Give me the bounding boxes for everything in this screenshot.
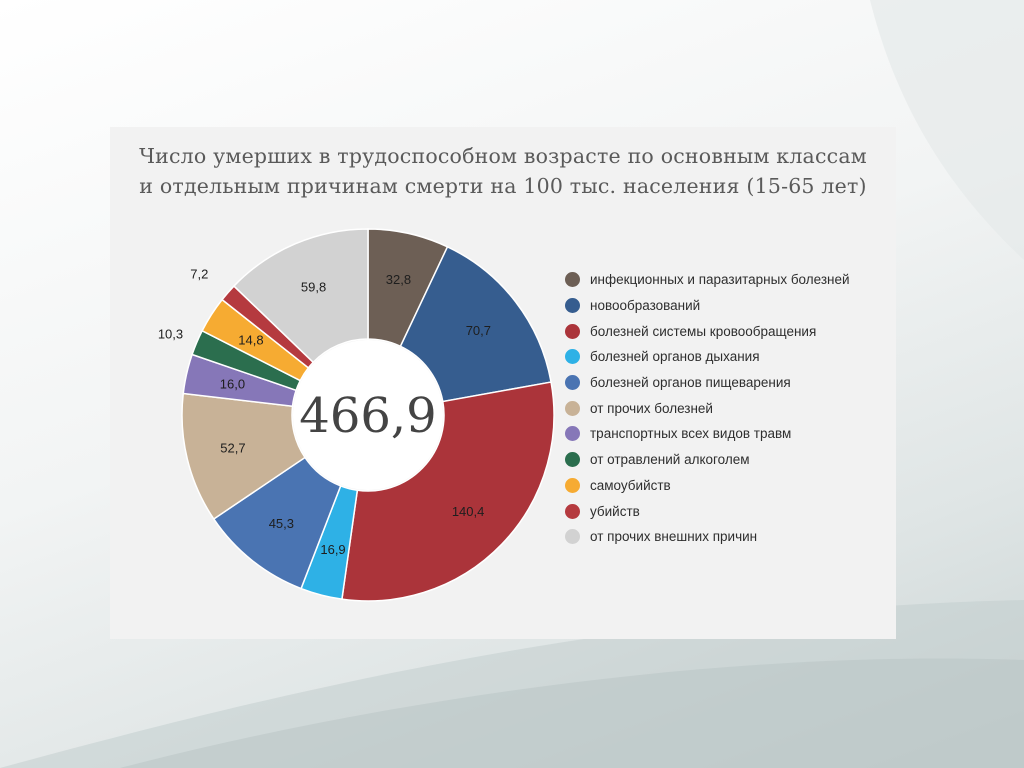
legend-swatch (565, 349, 580, 365)
legend-item: самоубийств (565, 473, 885, 499)
slice-value-label: 16,0 (220, 377, 245, 392)
legend-swatch (565, 477, 580, 493)
legend-item: болезней органов пищеварения (565, 370, 885, 396)
legend-item: инфекционных и паразитарных болезней (565, 267, 885, 293)
slice-value-label: 140,4 (452, 504, 485, 519)
chart-title-line-1: Число умерших в трудоспособном возрасте … (139, 144, 867, 168)
legend-item: от прочих внешних причин (565, 524, 885, 550)
legend-label: болезней органов пищеварения (590, 375, 791, 391)
legend-label: от прочих болезней (590, 400, 713, 416)
legend-swatch (565, 272, 580, 288)
legend-item: транспортных всех видов травм (565, 421, 885, 447)
slice-value-label: 59,8 (301, 280, 326, 295)
legend-swatch (565, 375, 580, 391)
donut-slice (232, 228, 369, 364)
legend-swatch (565, 426, 580, 442)
slice-value-label: 16,9 (320, 542, 345, 557)
legend-label: от отравлений алкоголем (590, 452, 750, 468)
donut-slice (341, 381, 555, 602)
legend-label: болезней органов дыхания (590, 349, 760, 365)
chart-panel: Число умерших в трудоспособном возрасте … (110, 127, 896, 639)
slice-value-label: 14,8 (238, 333, 263, 348)
legend-item: новообразований (565, 293, 885, 319)
donut-slice (399, 245, 552, 403)
legend-item: от отравлений алкоголем (565, 447, 885, 473)
legend-item: убийств (565, 498, 885, 524)
slice-value-label: 32,8 (386, 272, 411, 287)
legend-item: от прочих болезней (565, 395, 885, 421)
slice-value-label: 10,3 (158, 326, 183, 341)
legend-label: от прочих внешних причин (590, 529, 758, 545)
legend-label: инфекционных и паразитарных болезней (590, 272, 850, 288)
donut-hole (293, 340, 443, 490)
donut-chart: 32,8 70,7 140,4 16,9 45,3 52,7 16,0 10,3 14,8 7,2… (158, 228, 555, 602)
chart-legend: инфекционных и паразитарных болезней ново… (565, 267, 885, 550)
legend-item: болезней системы кровообращения (565, 318, 885, 344)
slice-value-label: 7,2 (190, 267, 208, 282)
legend-label: убийств (590, 503, 640, 519)
legend-label: болезней системы кровообращения (590, 323, 817, 339)
donut-center-total: 466,9 (299, 388, 436, 444)
legend-swatch (565, 323, 580, 339)
legend-swatch (565, 452, 580, 468)
legend-item: болезней органов дыхания (565, 344, 885, 370)
legend-swatch (565, 503, 580, 519)
slice-value-label: 70,7 (466, 323, 491, 338)
chart-title-line-2: и отдельным причинам смерти на 100 тыс. … (139, 174, 867, 198)
slice-value-label: 52,7 (220, 440, 245, 455)
legend-swatch (565, 529, 580, 545)
legend-swatch (565, 298, 580, 314)
chart-title: Число умерших в трудоспособном возрасте … (110, 141, 896, 201)
legend-swatch (565, 400, 580, 416)
legend-label: самоубийств (590, 477, 671, 493)
legend-label: транспортных всех видов травм (590, 426, 792, 442)
legend-label: новообразований (590, 298, 701, 314)
slice-value-label: 45,3 (269, 516, 294, 531)
